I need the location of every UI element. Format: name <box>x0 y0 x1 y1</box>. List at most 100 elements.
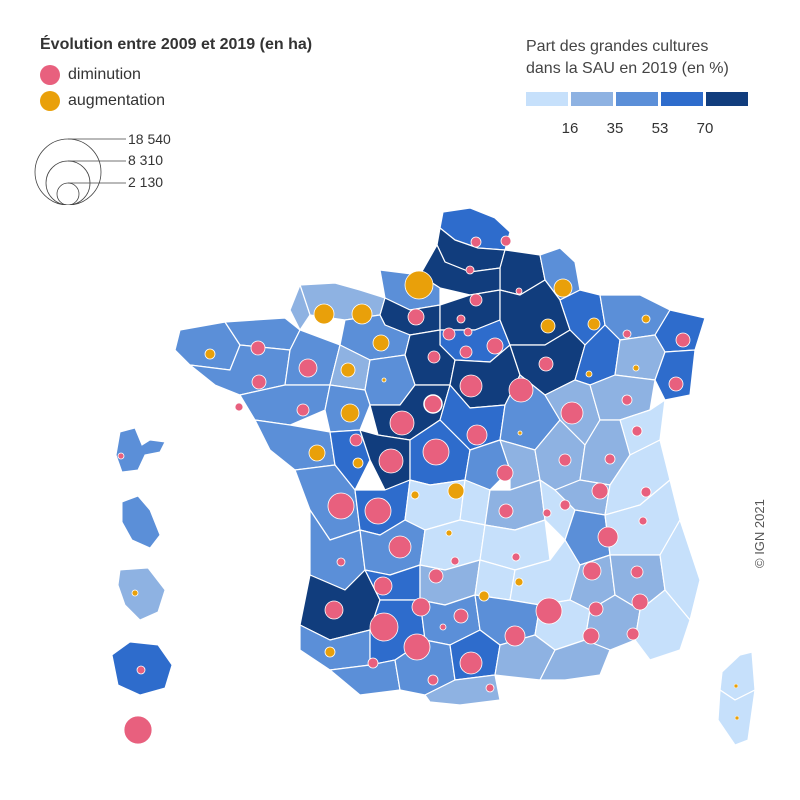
region-aveyron <box>474 594 541 646</box>
region-puy-dome <box>479 519 551 571</box>
symbol-decrease <box>486 337 504 355</box>
region-haute-savoie <box>604 439 671 516</box>
region-somme <box>419 244 501 296</box>
threshold-16: 16 <box>561 120 579 137</box>
class-swatch-4 <box>661 92 703 106</box>
region-yonne <box>499 374 561 451</box>
region-eure-et-loir <box>404 329 456 386</box>
region-lot <box>419 559 481 606</box>
region-calvados <box>299 282 386 321</box>
region-gironde <box>309 509 366 591</box>
region-orne <box>339 314 411 361</box>
region-bas-rhin <box>654 309 706 353</box>
region-morbihan <box>189 344 291 396</box>
class-swatch-1 <box>526 92 568 106</box>
symbol-decrease <box>626 627 640 641</box>
symbol-decrease <box>250 340 266 356</box>
share-legend: Part des grandes cultures dans la SAU en… <box>526 36 786 140</box>
symbol-decrease <box>403 633 431 661</box>
region-tarn-garonne <box>419 594 481 646</box>
region-vaucluse <box>584 594 641 651</box>
region-cotes-armor <box>224 317 301 351</box>
symbol-decrease <box>364 497 392 525</box>
symbol-decrease <box>463 327 473 337</box>
region-saone-loire <box>534 419 586 491</box>
region-maine-loire <box>324 384 371 433</box>
region-haute-vienne <box>404 479 466 531</box>
region-dordogne <box>359 519 426 576</box>
symbol-decrease <box>456 314 466 324</box>
symbol-increase <box>351 303 373 325</box>
evolution-legend: Évolution entre 2009 et 2019 (en ha) dim… <box>40 36 312 114</box>
symbol-increase <box>632 364 640 372</box>
symbol-decrease <box>369 612 399 642</box>
size-circle-small <box>56 182 80 205</box>
symbol-increase <box>381 377 387 383</box>
symbol-decrease <box>388 535 412 559</box>
region-correze <box>419 519 486 571</box>
symbol-decrease <box>423 394 443 414</box>
region-moselle <box>599 294 671 341</box>
region-haute-saone <box>589 374 656 421</box>
size-legend-circles <box>34 138 126 205</box>
symbol-decrease <box>504 625 526 647</box>
symbol-increase <box>404 270 434 300</box>
symbol-decrease <box>675 332 691 348</box>
region-charente <box>354 479 411 536</box>
region-ille-vilaine <box>284 329 341 386</box>
symbol-decrease <box>465 265 475 275</box>
symbol-increase <box>733 683 739 689</box>
symbol-decrease <box>630 565 644 579</box>
symbol-decrease <box>559 499 571 511</box>
threshold-70: 70 <box>696 120 714 137</box>
symbol-decrease <box>470 236 482 248</box>
share-legend-title-line2: dans la SAU en 2019 (en %) <box>526 60 729 77</box>
symbol-increase <box>587 317 601 331</box>
symbol-increase <box>131 589 139 597</box>
symbol-decrease <box>459 651 483 675</box>
region-ardennes <box>539 247 581 301</box>
departments <box>174 207 756 746</box>
symbol-decrease <box>591 482 609 500</box>
region-landes <box>299 569 381 641</box>
symbol-increase <box>445 529 453 537</box>
symbol-increase <box>308 444 326 462</box>
region-manche <box>289 284 311 331</box>
region-finistere <box>174 321 241 371</box>
symbol-decrease <box>496 464 514 482</box>
region-alpes-maritimes <box>659 519 701 621</box>
region-nord <box>439 207 511 251</box>
symbol-increase <box>372 334 390 352</box>
symbol-decrease <box>535 597 563 625</box>
region-isere <box>569 554 616 611</box>
symbol-decrease <box>621 394 633 406</box>
region-loire <box>539 479 576 541</box>
symbol-decrease <box>327 492 355 520</box>
region-indre-loire <box>369 384 451 441</box>
region-marne <box>499 279 571 346</box>
region-deux-sevres <box>329 429 371 491</box>
region-hautes-pyrenees <box>329 659 401 696</box>
region-tarn <box>449 629 501 681</box>
symbol-decrease <box>498 503 514 519</box>
symbol-increase <box>478 590 490 602</box>
region-vosges <box>614 334 666 381</box>
symbol-decrease <box>367 657 379 669</box>
symbol-decrease <box>485 683 495 693</box>
symbol-decrease <box>588 601 604 617</box>
symbol-decrease <box>298 358 318 378</box>
region-corse-nord <box>719 651 756 701</box>
symbol-decrease <box>515 287 523 295</box>
overseas <box>111 427 173 696</box>
region-cote-or <box>544 379 601 446</box>
symbol-decrease <box>427 674 439 686</box>
symbol-decrease <box>411 597 431 617</box>
region-pyrenees-atlantiques <box>299 624 371 671</box>
symbol-decrease <box>597 526 619 548</box>
symbol-decrease <box>604 453 616 465</box>
decrease-swatch-icon <box>40 65 60 85</box>
symbol-decrease <box>378 448 404 474</box>
size-legend: 18 540 8 310 2 130 <box>34 130 234 205</box>
region-charente-maritime <box>294 464 361 541</box>
region-lot-garonne <box>364 564 421 601</box>
